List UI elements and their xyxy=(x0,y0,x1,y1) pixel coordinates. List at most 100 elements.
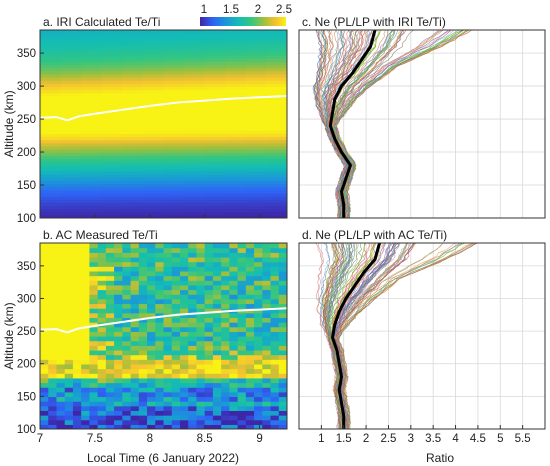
panel-b-xtick-label: 7 xyxy=(37,433,43,445)
heatmap-cell xyxy=(184,102,206,106)
heatmap-cell xyxy=(212,363,222,370)
heatmap-cell xyxy=(229,322,239,328)
heatmap-cell xyxy=(105,247,115,253)
panel-d-frame xyxy=(298,242,546,430)
heatmap-cell xyxy=(278,373,287,379)
heatmap-cell xyxy=(72,322,82,328)
heatmap-cell xyxy=(101,164,123,169)
heatmap-cell xyxy=(254,424,263,429)
heatmap-cell xyxy=(138,405,148,411)
heatmap-cell xyxy=(225,102,247,106)
heatmap-cell xyxy=(122,164,144,169)
heatmap-cell xyxy=(101,114,123,119)
heatmap-cell xyxy=(225,124,247,128)
heatmap-cell xyxy=(60,77,82,81)
heatmap-cell xyxy=(122,48,144,53)
heatmap-cell xyxy=(196,340,206,346)
heatmap-cell xyxy=(56,256,66,263)
heatmap-cell xyxy=(184,105,206,109)
heatmap-cell xyxy=(155,298,165,305)
heatmap-cell xyxy=(89,317,99,323)
heatmap-cell xyxy=(40,336,49,342)
heatmap-cell xyxy=(147,359,156,365)
heatmap-cell xyxy=(163,294,173,300)
heatmap-cell xyxy=(278,275,287,281)
heatmap-cell xyxy=(221,410,230,416)
heatmap-cell xyxy=(122,67,144,72)
heatmap-cell xyxy=(122,243,132,249)
heatmap-cell xyxy=(184,45,206,50)
heatmap-cell xyxy=(254,294,263,300)
heatmap-cell xyxy=(56,317,66,323)
heatmap-cell xyxy=(122,189,144,194)
heatmap-cell xyxy=(204,124,226,128)
heatmap-cell xyxy=(171,252,181,258)
heatmap-cell xyxy=(97,396,107,402)
heatmap-cell xyxy=(221,368,230,374)
heatmap-cell xyxy=(196,331,206,337)
heatmap-cell xyxy=(130,294,140,300)
heatmap-cell xyxy=(142,51,165,56)
heatmap-cell xyxy=(204,336,214,342)
heatmap-cell xyxy=(196,387,206,393)
heatmap-cell xyxy=(114,396,123,402)
heatmap-cell xyxy=(196,261,206,267)
heatmap-cell xyxy=(245,177,268,181)
heatmap-cell xyxy=(188,280,198,286)
heatmap-cell xyxy=(89,419,99,425)
heatmap-cell xyxy=(56,345,66,351)
heatmap-cell xyxy=(138,256,148,263)
heatmap-cell xyxy=(171,363,181,370)
heatmap-cell xyxy=(40,33,62,37)
heatmap-cell xyxy=(212,303,222,309)
heatmap-cell xyxy=(278,289,287,295)
heatmap-cell xyxy=(89,336,99,342)
heatmap-cell xyxy=(81,161,103,166)
heatmap-cell xyxy=(147,243,156,249)
heatmap-cell xyxy=(105,280,115,286)
heatmap-cell xyxy=(184,145,206,150)
heatmap-cell xyxy=(245,189,268,194)
heatmap-cell xyxy=(40,415,49,421)
heatmap-cell xyxy=(81,387,90,393)
heatmap-cell xyxy=(254,401,263,407)
heatmap-cell xyxy=(122,158,144,163)
heatmap-cell xyxy=(204,359,214,365)
heatmap-cell xyxy=(56,284,66,291)
heatmap-cell xyxy=(245,33,268,37)
heatmap-cell xyxy=(81,405,90,411)
heatmap-cell xyxy=(266,127,287,131)
heatmap-cell xyxy=(138,312,148,318)
heatmap-cell xyxy=(204,317,214,323)
heatmap-cell xyxy=(40,308,49,314)
heatmap-cell xyxy=(245,266,255,272)
heatmap-cell xyxy=(72,354,82,360)
heatmap-cell xyxy=(60,55,82,59)
heatmap-cell xyxy=(122,142,144,147)
panel-a: a. IRI Calculated Te/Ti 1001502002503003… xyxy=(17,15,288,225)
heatmap-cell xyxy=(221,354,230,360)
heatmap-cell xyxy=(138,340,148,346)
heatmap-cell xyxy=(101,45,123,50)
heatmap-cell xyxy=(237,405,247,411)
heatmap-cell xyxy=(81,298,90,305)
heatmap-cell xyxy=(237,349,247,356)
heatmap-cell xyxy=(212,387,222,393)
heatmap-cell xyxy=(184,83,206,87)
heatmap-cell xyxy=(72,261,82,267)
heatmap-cell xyxy=(147,326,156,332)
heatmap-cell xyxy=(81,171,103,175)
heatmap-cell xyxy=(179,415,189,421)
heatmap-cell xyxy=(184,161,206,166)
heatmap-cell xyxy=(266,199,287,203)
heatmap-cell xyxy=(254,405,263,411)
heatmap-cell xyxy=(184,77,206,81)
heatmap-cell xyxy=(270,387,280,393)
heatmap-cell xyxy=(278,340,287,346)
heatmap-cell xyxy=(147,382,156,388)
heatmap-cell xyxy=(229,256,239,263)
heatmap-cell xyxy=(40,161,62,166)
heatmap-cell xyxy=(97,349,107,356)
heatmap-cell xyxy=(204,354,214,360)
heatmap-cell xyxy=(245,161,268,166)
